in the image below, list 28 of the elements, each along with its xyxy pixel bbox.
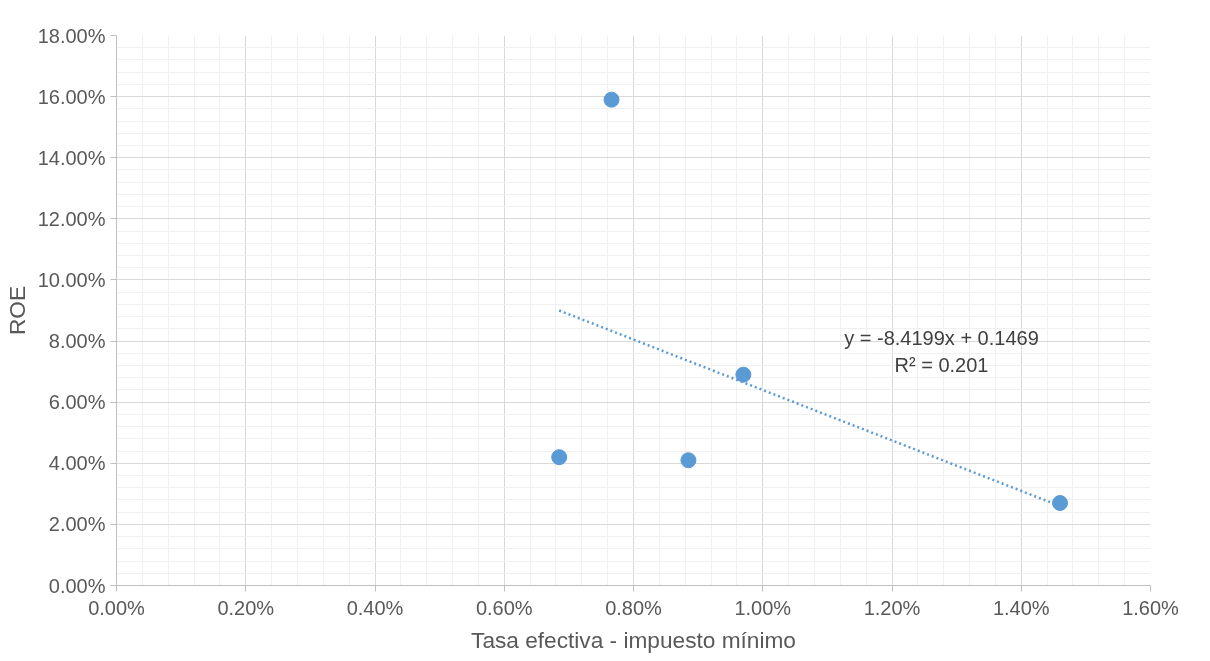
x-tick-label: 0.40% xyxy=(346,596,404,619)
x-axis-title: Tasa efectiva - impuesto mínimo xyxy=(471,626,796,653)
y-tick-label: 8.00% xyxy=(48,330,106,353)
y-axis-title: ROE xyxy=(3,285,30,336)
annotation: y = -8.4199x + 0.1469 xyxy=(844,326,1039,349)
x-tick-label: 0.80% xyxy=(605,596,663,619)
point xyxy=(1052,495,1069,511)
y-tick-label: 14.00% xyxy=(37,146,106,169)
y-tick-label: 2.00% xyxy=(48,513,106,536)
y-tick-label: 6.00% xyxy=(48,391,106,414)
point xyxy=(735,366,752,383)
y-tick-label: 12.00% xyxy=(37,207,106,230)
y-tick-label: 4.00% xyxy=(48,452,106,475)
x-tick-label: 0.00% xyxy=(88,596,146,619)
point xyxy=(603,91,620,108)
x-tick-label: 1.60% xyxy=(1122,596,1180,619)
y-tick-label: 16.00% xyxy=(37,85,106,108)
y-tick-label: 0.00% xyxy=(48,574,106,597)
x-tick-label: 1.20% xyxy=(863,596,921,619)
x-tick-label: 0.60% xyxy=(475,596,533,619)
x-tick-label: 1.00% xyxy=(734,596,792,619)
x-tick-label: 1.40% xyxy=(992,596,1050,619)
point xyxy=(680,452,697,469)
annotation: R² = 0.201 xyxy=(894,353,989,376)
y-tick-label: 10.00% xyxy=(37,268,106,291)
point xyxy=(551,449,568,466)
x-tick-label: 0.20% xyxy=(217,596,275,619)
y-tick-label: 18.00% xyxy=(37,24,106,47)
